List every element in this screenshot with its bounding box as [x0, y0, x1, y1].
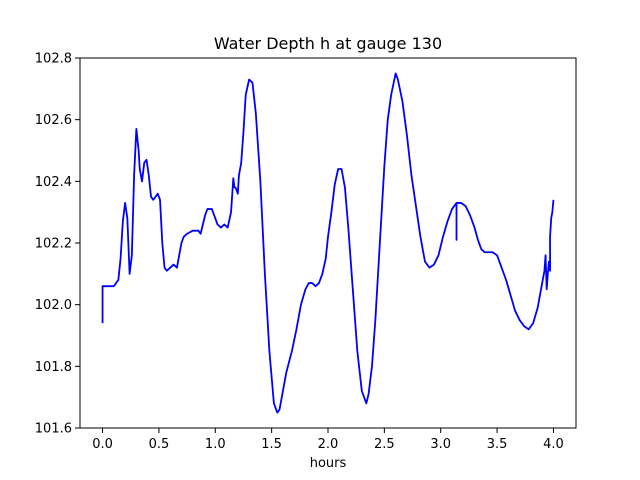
x-tick-label: 0.0: [92, 437, 113, 452]
series-layer: [101, 72, 555, 414]
y-tick-label: 102.2: [35, 237, 72, 252]
y-tick-label: 101.6: [35, 422, 72, 437]
plot-area: 0.0 0.5 1.0 1.5 2.0 2.5 3.0 3.5 4.0 101.6101.810…: [35, 52, 577, 452]
y-tick-label: 102.4: [35, 175, 72, 190]
x-tick-label: 3.0: [430, 437, 451, 452]
x-tick-label: 1.0: [205, 437, 226, 452]
x-tick-label: 3.5: [487, 437, 508, 452]
x-tick-label: 2.5: [374, 437, 395, 452]
y-tick-label: 102.6: [35, 113, 72, 128]
y-tick-label: 102.8: [35, 52, 72, 67]
x-axis-label: hours: [310, 456, 347, 471]
x-tick-label: 2.0: [318, 437, 339, 452]
x-tick-label: 0.5: [149, 437, 170, 452]
x-axis: 0.0 0.5 1.0 1.5 2.0 2.5 3.0 3.5 4.0: [92, 428, 564, 452]
y-tick-label: 101.8: [35, 360, 72, 375]
series-line-0: [101, 72, 555, 414]
x-tick-label: 1.5: [261, 437, 282, 452]
x-tick-label: 4.0: [543, 437, 564, 452]
y-tick-label: 102.0: [35, 298, 72, 313]
y-axis: 101.6 101.8 102.0 102.2 102.4 102.6 102.8: [35, 52, 80, 437]
chart-title: Water Depth h at gauge 130: [214, 34, 442, 53]
